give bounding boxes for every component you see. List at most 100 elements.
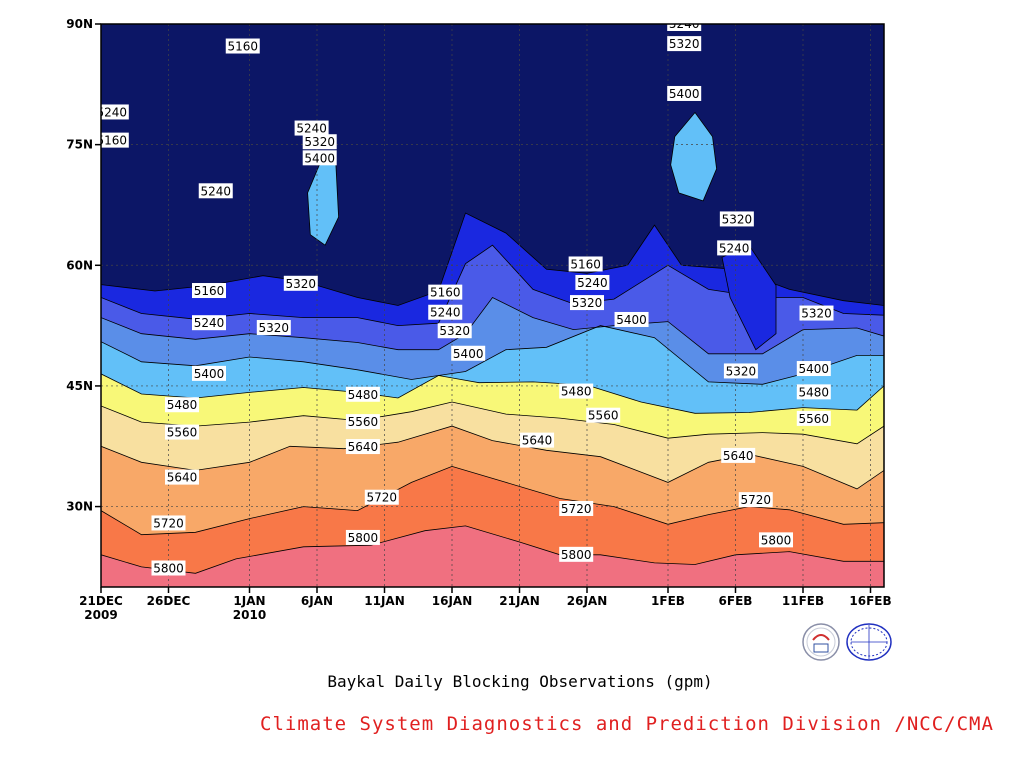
contour-label-5400: 5400 (614, 311, 649, 327)
contour-label-text: 5640 (348, 440, 379, 454)
contour-label-text: 5320 (259, 321, 290, 335)
contour-label-text: 5240 (430, 306, 461, 320)
contour-label-bg (723, 363, 758, 379)
y-tick-label: 90N (66, 17, 93, 31)
contour-label-bg (302, 150, 337, 166)
plot-area: 5160524051605240524053205400532051605240… (97, 24, 884, 587)
contour-5480 (101, 373, 884, 414)
contour-label-5800: 5800 (559, 546, 594, 562)
contour-label-text: 5640 (522, 434, 553, 448)
contour-label-text: 5240 (719, 241, 750, 255)
contour-label-text: 5560 (348, 415, 379, 429)
contour-label-bg (559, 383, 594, 399)
contour-label-bg (345, 529, 380, 545)
contour-label-text: 5800 (761, 533, 792, 547)
contour-label-5320: 5320 (256, 320, 291, 336)
contour-5560 (101, 401, 884, 445)
contour-label-text: 5560 (799, 412, 830, 426)
contour-label-text: 5320 (669, 37, 700, 51)
contour-label-bg (165, 424, 199, 440)
contour-label-bg (345, 439, 380, 455)
contour-label-bg (151, 515, 186, 531)
contour-label-text: 5400 (453, 347, 484, 361)
contour-label-5160: 5160 (101, 132, 129, 148)
contour-label-5320: 5320 (283, 275, 318, 291)
contour-label-5320: 5320 (799, 305, 834, 321)
y-tick-label: 45N (66, 379, 93, 393)
contour-label-5560: 5560 (345, 414, 380, 430)
contour-label-text: 5400 (304, 151, 335, 165)
contour-label-bg (559, 546, 594, 562)
contour-label-5720: 5720 (364, 489, 399, 505)
contour-label-5640: 5640 (165, 469, 199, 485)
contour-label-text: 5240 (194, 316, 225, 330)
contour-label-text: 5160 (227, 40, 258, 54)
contour-label-5320: 5320 (570, 295, 604, 311)
y-tick-label: 60N (66, 258, 93, 272)
contour-label-text: 5560 (588, 409, 619, 423)
chart-title: Baykal Daily Blocking Observations (gpm) (327, 672, 713, 691)
contour-label-5800: 5800 (759, 532, 793, 548)
contour-label-bg (192, 365, 226, 381)
contour-5320 (101, 296, 884, 355)
contour-label-text: 5800 (561, 548, 592, 562)
contour-label-text: 5480 (348, 388, 379, 402)
contour-label-bg (428, 284, 463, 300)
contour-label-bg (586, 407, 621, 423)
ncc-logo (846, 623, 892, 661)
contour-label-text: 5480 (799, 385, 830, 399)
contour-label-bg (345, 386, 380, 402)
bcc-logo (802, 623, 840, 661)
contour-label-5160: 5160 (428, 284, 463, 300)
contour-label-text: 5320 (801, 307, 832, 321)
contour-label-bg (667, 24, 702, 31)
contour-label-text: 5240 (200, 184, 231, 198)
contour-label-bg (302, 134, 337, 150)
x-tick-label: 16JAN (432, 594, 473, 608)
contour-label-5400: 5400 (302, 150, 337, 166)
contour-label-bg (667, 85, 702, 101)
x-tick-year: 2010 (233, 608, 266, 622)
plot-frame (100, 23, 885, 588)
contour-label-bg (759, 532, 793, 548)
contour-label-5640: 5640 (721, 447, 756, 463)
contour-label-bg (796, 384, 831, 400)
x-tick-label: 26DEC (147, 594, 191, 608)
contour-label-bg (101, 132, 129, 148)
contour-label-bg (294, 120, 329, 136)
x-tick-label: 6FEB (719, 594, 753, 608)
contour-label-5480: 5480 (559, 383, 594, 399)
contour-label-text: 5640 (167, 471, 198, 485)
contour-label-bg (151, 560, 186, 576)
contour-label-text: 5400 (669, 87, 700, 101)
contour-label-5240: 5240 (717, 240, 752, 256)
contour-label-text: 5160 (430, 286, 461, 300)
contour-label-5240: 5240 (294, 120, 329, 136)
contour-label-text: 5480 (561, 385, 592, 399)
contour-label-bg (364, 489, 399, 505)
contour-label-text: 5240 (97, 105, 128, 119)
contour-label-5400: 5400 (192, 365, 226, 381)
contour-label-5480: 5480 (796, 384, 831, 400)
x-tick-label: 11JAN (364, 594, 405, 608)
y-tick-label: 30N (66, 500, 93, 514)
contour-label-text: 5320 (304, 135, 335, 149)
contour-label-5240: 5240 (667, 24, 702, 31)
contour-label-5320: 5320 (723, 363, 758, 379)
contour-label-text: 5400 (799, 362, 830, 376)
contour-label-bg (192, 315, 226, 331)
contour-label-5320: 5320 (437, 323, 472, 339)
contour-label-text: 5320 (572, 296, 603, 310)
contour-label-5720: 5720 (151, 515, 186, 531)
contour-5640 (101, 425, 884, 490)
contour-label-5160: 5160 (192, 283, 226, 299)
contour-label-text: 5320 (439, 324, 470, 338)
x-tick-label: 1FEB (651, 594, 685, 608)
contour-label-text: 5320 (286, 277, 317, 291)
contour-label-5400: 5400 (667, 85, 702, 101)
contour-label-5160: 5160 (225, 38, 260, 54)
contour-5720 (101, 465, 884, 536)
contour-label-text: 5240 (577, 276, 608, 290)
contour-label-5320: 5320 (302, 134, 337, 150)
